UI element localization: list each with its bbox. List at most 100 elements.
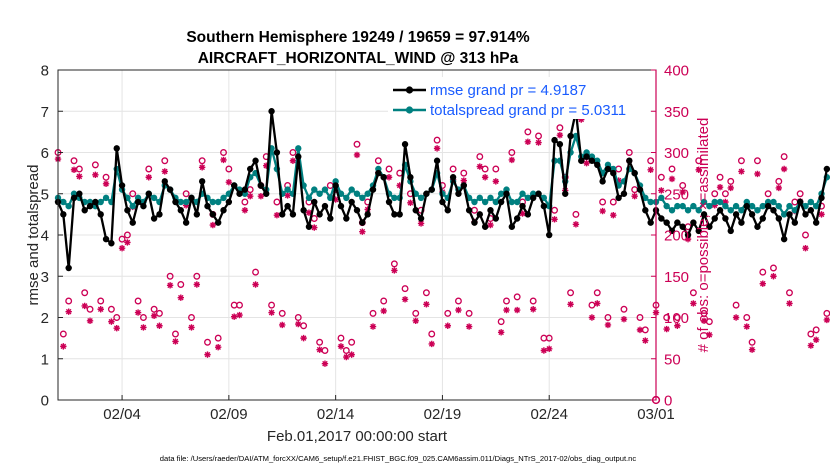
- rmse-point: [444, 207, 451, 214]
- obs-assimilated-point: [380, 307, 387, 315]
- obs-assimilated-point: [134, 309, 142, 316]
- chart-title: Southern Hemisphere 19249 / 19659 = 97.9…: [186, 29, 530, 46]
- obs-assimilated-point: [311, 224, 318, 231]
- totalspread-point: [476, 194, 484, 202]
- rmse-point: [529, 194, 537, 202]
- rmse-point: [65, 264, 72, 272]
- obs-assimilated-point: [567, 301, 574, 308]
- obs-possible-point: [465, 309, 473, 317]
- totalspread-point: [182, 198, 190, 206]
- obs-assimilated-point: [423, 301, 430, 308]
- obs-assimilated-point: [674, 322, 681, 329]
- obs-possible-point: [732, 301, 740, 309]
- obs-assimilated-point: [407, 199, 414, 207]
- rmse-point: [289, 211, 297, 218]
- obs-possible-point: [695, 157, 703, 165]
- rmse-point: [188, 194, 195, 202]
- rmse-point: [60, 211, 67, 218]
- obs-possible-point: [748, 338, 756, 346]
- obs-assimilated-point: [679, 188, 686, 196]
- rmse-point: [156, 211, 163, 218]
- rmse-point: [92, 198, 99, 206]
- obs-possible-point: [75, 165, 83, 173]
- totalspread-point: [60, 198, 67, 206]
- obs-possible-point: [668, 165, 676, 173]
- rmse-point: [81, 207, 88, 214]
- rmse-point: [668, 227, 676, 235]
- totalspread-point: [647, 198, 654, 206]
- rmse-point: [327, 215, 334, 222]
- rmse-point: [385, 198, 393, 206]
- obs-possible-point: [422, 289, 430, 297]
- obs-possible-point: [588, 301, 596, 309]
- obs-assimilated-point: [748, 346, 756, 353]
- obs-assimilated-point: [145, 174, 152, 181]
- x-tick-label: 02/19: [424, 406, 462, 423]
- obs-possible-point: [204, 338, 211, 346]
- obs-possible-point: [118, 235, 126, 243]
- obs-assimilated-point: [284, 192, 291, 199]
- obs-assimilated-point: [279, 321, 286, 329]
- totalspread-point: [353, 190, 361, 197]
- rmse-point: [615, 194, 622, 202]
- legend-spread-marker: [405, 106, 414, 114]
- rmse-point: [626, 157, 633, 164]
- totalspread-point: [668, 207, 676, 214]
- obs-assimilated-point: [214, 344, 222, 351]
- obs-assimilated-point: [556, 131, 564, 139]
- series-lines: [54, 108, 830, 272]
- obs-possible-point: [129, 190, 137, 198]
- obs-assimilated-point: [204, 351, 211, 358]
- obs-assimilated-point: [161, 168, 168, 175]
- rmse-point: [663, 219, 670, 226]
- obs-possible-point: [508, 149, 516, 156]
- obs-assimilated-point: [524, 138, 532, 145]
- rmse-point: [268, 108, 275, 115]
- obs-assimilated-point: [428, 340, 435, 348]
- data-file-footnote: data file: /Users/raeder/DAI/ATM_forcXX/…: [160, 454, 637, 463]
- obs-assimilated-point: [295, 320, 302, 328]
- obs-assimilated-point: [321, 360, 329, 367]
- obs-possible-point: [81, 289, 89, 297]
- obs-possible-point: [172, 330, 179, 338]
- rmse-point: [519, 202, 526, 210]
- obs-possible-point: [689, 289, 697, 297]
- y-right-tick-label: 100: [664, 310, 689, 327]
- rmse-point: [145, 190, 152, 197]
- totalspread-point: [364, 190, 371, 197]
- rmse-point: [166, 186, 174, 193]
- rmse-point: [594, 161, 601, 169]
- obs-possible-point: [599, 198, 607, 206]
- obs-possible-point: [753, 157, 761, 165]
- obs-possible-point: [246, 186, 254, 194]
- obs-assimilated-point: [663, 325, 670, 333]
- obs-assimilated-point: [316, 346, 323, 353]
- obs-possible-point: [657, 173, 665, 181]
- obs-assimilated-point: [695, 166, 702, 174]
- rmse-point: [770, 207, 777, 214]
- totalspread-point: [780, 211, 788, 218]
- rmse-point: [492, 215, 500, 222]
- rmse-point: [214, 219, 222, 226]
- obs-possible-point: [326, 182, 334, 189]
- obs-assimilated-point: [343, 353, 350, 361]
- obs-assimilated-point: [807, 342, 815, 349]
- rmse-point: [295, 153, 302, 160]
- totalspread-point: [732, 202, 740, 210]
- obs-assimilated-point: [647, 166, 654, 174]
- rmse-point: [732, 211, 740, 218]
- obs-possible-point: [123, 231, 131, 239]
- rmse-point: [812, 219, 820, 226]
- rmse-point: [524, 211, 532, 218]
- obs-assimilated-point: [513, 306, 521, 314]
- obs-assimilated-point: [257, 193, 265, 200]
- obs-assimilated-point: [497, 329, 505, 336]
- obs-assimilated-point: [337, 343, 345, 350]
- obs-possible-point: [759, 268, 767, 276]
- chart-subtitle: AIRCRAFT_HORIZONTAL_WIND @ 313 hPa: [198, 50, 519, 67]
- obs-possible-point: [604, 314, 612, 321]
- totalspread-point: [391, 194, 398, 202]
- obs-possible-point: [182, 190, 190, 198]
- obs-possible-point: [401, 285, 409, 293]
- y-right-tick-label: 50: [664, 351, 681, 368]
